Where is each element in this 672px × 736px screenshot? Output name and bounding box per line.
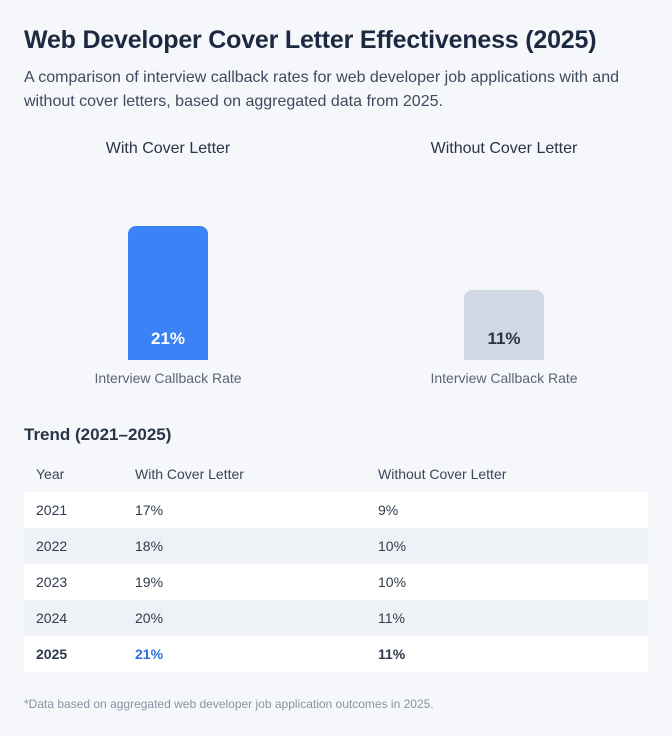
bar-caption: Interview Callback Rate (94, 370, 242, 386)
table-cell: 18% (135, 538, 164, 554)
table-cell: 21% (135, 646, 164, 662)
table-row: 2024 20% 11% (24, 600, 648, 636)
table-header-row: Year With Cover Letter Without Cover Let… (24, 456, 648, 492)
comparison-chart: With Cover Letter 21% Interview Callback… (0, 130, 672, 400)
bar-without-cover-letter (464, 290, 544, 360)
footnote: *Data based on aggregated web developer … (24, 697, 434, 711)
table-cell: 20% (135, 610, 164, 626)
group-with-cover-letter: With Cover Letter 21% Interview Callback… (18, 130, 318, 390)
page-title: Web Developer Cover Letter Effectiveness… (24, 26, 597, 54)
bar-with-cover-letter (128, 226, 208, 360)
bar-value-label: 11% (487, 329, 521, 348)
table-cell: 2022 (36, 538, 68, 554)
table-row: 2021 17% 9% (24, 492, 648, 528)
table-cell: 2021 (36, 502, 68, 518)
table-cell: 10% (378, 538, 407, 554)
table-cell: 11% (378, 646, 406, 662)
table-cell: 11% (378, 610, 405, 626)
group-without-cover-letter: Without Cover Letter 11% Interview Callb… (354, 130, 654, 390)
table-cell: 19% (135, 574, 164, 590)
column-header: With Cover Letter (135, 466, 244, 482)
bar-caption: Interview Callback Rate (430, 370, 578, 386)
table-row-highlight: 2025 21% 11% (24, 636, 648, 672)
table-row: 2022 18% 10% (24, 528, 648, 564)
table-cell: 17% (135, 502, 164, 518)
column-header: Without Cover Letter (378, 466, 507, 482)
page-subtitle: A comparison of interview callback rates… (24, 69, 619, 110)
table-cell: 2024 (36, 610, 68, 626)
category-label: With Cover Letter (105, 140, 231, 157)
table-cell: 2025 (36, 646, 68, 662)
table-cell: 2023 (36, 574, 68, 590)
table-row: 2023 19% 10% (24, 564, 648, 600)
table-cell: 9% (378, 502, 399, 518)
column-header: Year (36, 466, 65, 482)
trend-table: Year With Cover Letter Without Cover Let… (24, 456, 648, 672)
category-label: Without Cover Letter (430, 140, 578, 157)
bar-value-label: 21% (150, 329, 186, 348)
table-cell: 10% (378, 574, 407, 590)
trend-title: Trend (2021–2025) (24, 425, 172, 444)
